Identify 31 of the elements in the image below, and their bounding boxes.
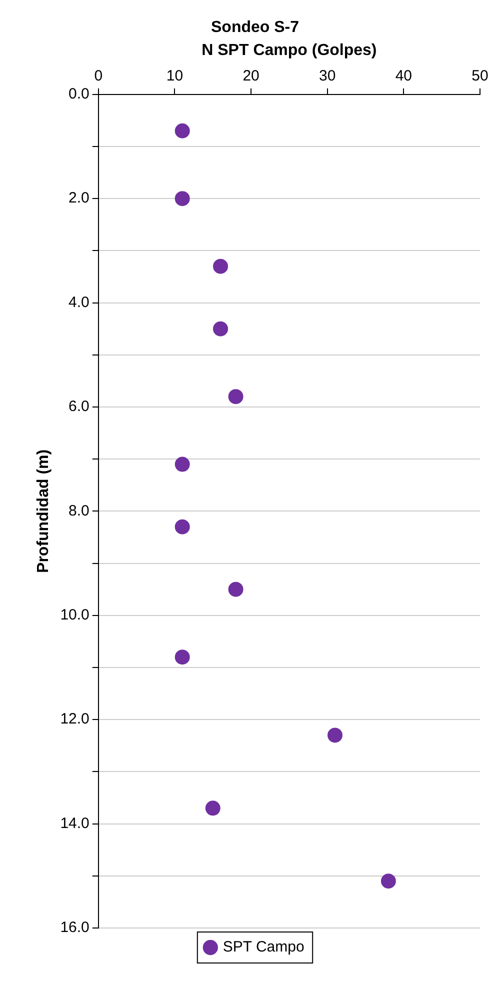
point [213, 321, 228, 336]
y-tick-label: 10.0 [60, 606, 90, 624]
point [174, 650, 190, 665]
point [174, 191, 190, 206]
x-tick-label: 20 [242, 68, 260, 85]
x-axis-title: N SPT Campo (Golpes) [202, 42, 377, 60]
point [174, 519, 190, 534]
x-tick-label: 10 [166, 68, 184, 85]
y-tick-label: 4.0 [68, 294, 90, 311]
point [205, 800, 220, 816]
x-tick-label: 50 [472, 68, 488, 85]
x-tick-label: 30 [319, 68, 336, 85]
y-tick-label: 14.0 [60, 814, 90, 832]
point [380, 874, 396, 889]
y-tick-label: 16.0 [60, 919, 90, 936]
y-tick-label: 0.0 [68, 86, 90, 103]
y-tick-label: 6.0 [68, 398, 90, 416]
y-tick-label: 12.0 [60, 710, 90, 728]
point [174, 456, 190, 472]
chart-title: Sondeo S-7 [210, 19, 300, 36]
point [174, 123, 190, 138]
y-axis-title: Profundidad (m) [35, 449, 52, 573]
point [213, 258, 228, 274]
point [228, 389, 244, 404]
legend-label: SPT Campo [222, 938, 304, 956]
point [327, 728, 342, 743]
y-tick-label: 2.0 [68, 190, 90, 207]
y-tick-label: 8.0 [68, 502, 90, 520]
point [228, 582, 244, 597]
x-tick-label: 40 [395, 68, 412, 85]
x-tick-label: 0 [94, 68, 103, 85]
